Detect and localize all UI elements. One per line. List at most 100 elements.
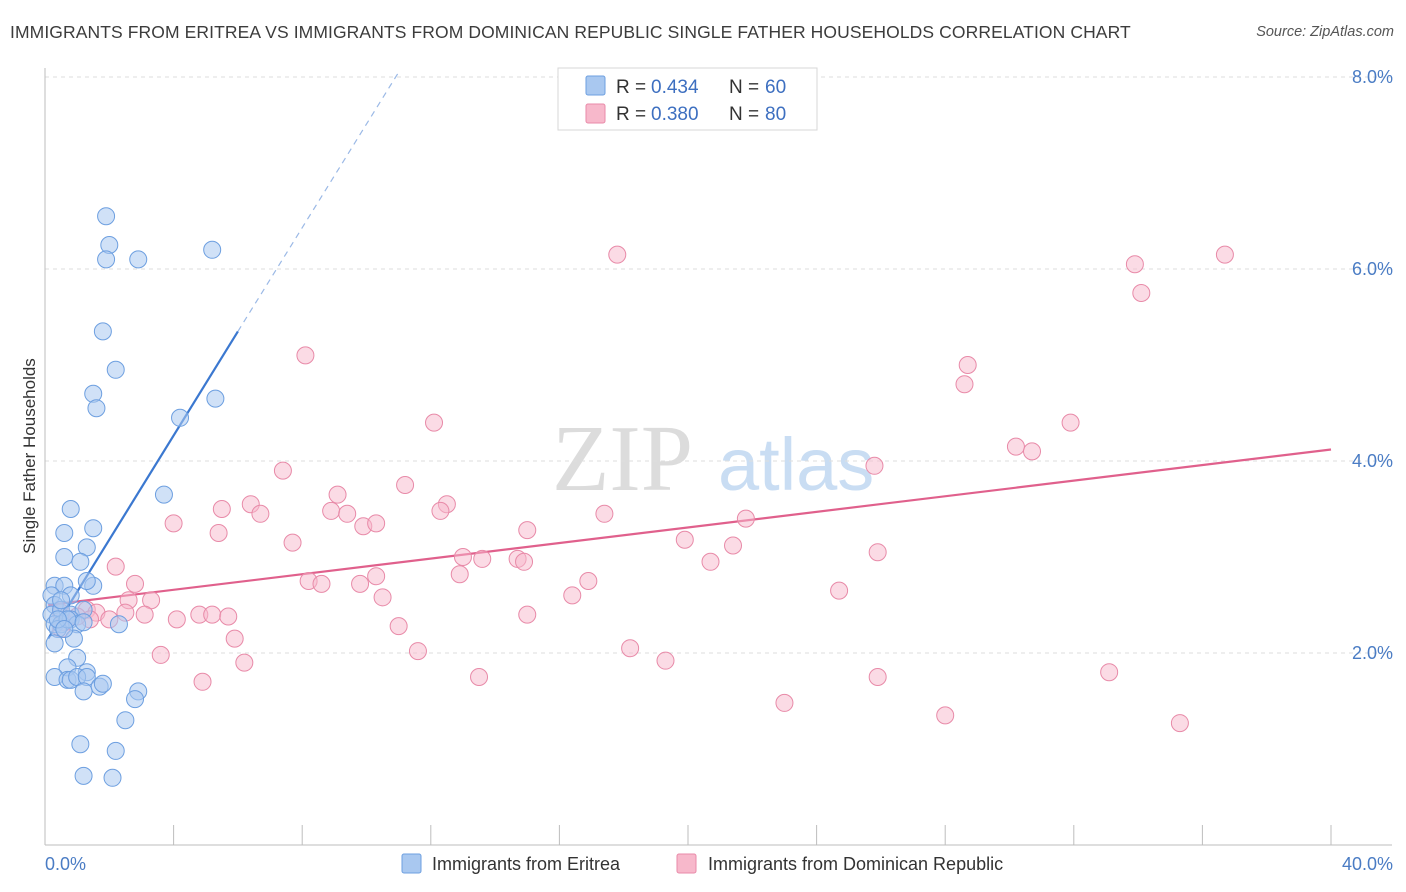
data-point-dominican (515, 552, 534, 571)
x-tick-label: 0.0% (45, 854, 86, 874)
data-point-dominican (958, 356, 977, 374)
data-point-dominican (621, 639, 640, 658)
data-point-dominican (1215, 245, 1234, 264)
data-point-eritrea (116, 711, 135, 730)
data-point-dominican (608, 245, 627, 264)
data-point-dominican (1061, 413, 1080, 432)
data-point-dominican (724, 536, 743, 555)
y-tick-label: 6.0% (1352, 259, 1393, 279)
data-point-dominican (865, 456, 884, 475)
watermark-atlas: atlas (718, 423, 874, 506)
data-point-eritrea (97, 207, 116, 226)
data-point-dominican (473, 549, 492, 568)
data-point-eritrea (129, 250, 148, 269)
data-point-dominican (283, 533, 302, 552)
bottom-legend-swatch-eritrea (401, 853, 422, 874)
data-point-dominican (212, 500, 231, 518)
data-point-dominican (595, 504, 614, 523)
data-point-eritrea (45, 634, 64, 653)
data-point-eritrea (71, 735, 90, 754)
data-point-dominican (431, 501, 450, 520)
data-point-eritrea (106, 360, 125, 379)
data-point-eritrea (87, 399, 106, 418)
data-point-dominican (830, 581, 849, 600)
y-axis-label: Single Father Households (20, 358, 39, 554)
data-point-dominican (656, 651, 675, 670)
data-point-dominican (367, 514, 386, 533)
data-point-dominican (579, 572, 598, 590)
data-point-dominican (868, 668, 887, 686)
trend-lines (47, 71, 1332, 640)
data-point-dominican (235, 653, 254, 672)
data-point-eritrea (154, 485, 173, 504)
data-point-eritrea (55, 620, 74, 638)
data-point-dominican (135, 605, 154, 624)
data-point-eritrea (55, 548, 74, 566)
data-point-eritrea (74, 682, 93, 701)
data-point-dominican (396, 476, 415, 494)
x-tick-label: 40.0% (1342, 854, 1393, 874)
data-point-dominican (736, 509, 755, 528)
data-point-eritrea (84, 519, 103, 538)
data-point-dominican (1170, 714, 1189, 733)
data-point-dominican (868, 543, 887, 562)
data-point-dominican (408, 642, 427, 661)
data-point-eritrea (203, 240, 222, 259)
data-point-dominican (167, 610, 186, 629)
legend-swatch-eritrea (585, 75, 606, 96)
legend-r-value-eritrea: 0.434 (651, 77, 699, 98)
data-point-dominican (1125, 255, 1144, 274)
data-point-eritrea (103, 768, 122, 787)
data-point-dominican (273, 461, 292, 480)
legend-n-label-eritrea: N = (729, 77, 759, 98)
data-point-eritrea (74, 766, 93, 785)
data-point-eritrea (206, 389, 225, 408)
data-point-eritrea (77, 572, 96, 590)
trend-line-eritrea (47, 330, 239, 640)
tick-labels: 2.0% 4.0% 6.0% 8.0% 0.0% 40.0% (45, 67, 1393, 874)
data-point-dominican (425, 413, 444, 432)
data-point-dominican (312, 574, 331, 593)
data-point-dominican (1006, 437, 1025, 456)
watermark-zip: ZIP (552, 407, 693, 511)
eritrea-points (42, 207, 225, 787)
bottom-legend-label-dominican: Immigrants from Dominican Republic (708, 854, 1003, 874)
data-point-dominican (193, 672, 212, 691)
legend-swatch-dominican (585, 103, 606, 124)
dominican-points (52, 245, 1234, 733)
data-point-dominican (563, 586, 582, 605)
data-point-eritrea (74, 613, 93, 632)
data-point-eritrea (93, 674, 112, 693)
axes (44, 68, 1392, 846)
trend-line-dominican (48, 448, 1332, 607)
data-point-dominican (351, 574, 370, 593)
data-point-dominican (955, 375, 974, 394)
bottom-legend-label-eritrea: Immigrants from Eritrea (432, 854, 621, 874)
data-point-dominican (775, 693, 794, 712)
data-point-eritrea (171, 408, 190, 427)
data-point-dominican (164, 514, 183, 533)
data-point-dominican (936, 706, 955, 725)
data-point-dominican (518, 521, 537, 540)
data-point-dominican (1100, 663, 1119, 682)
data-point-dominican (219, 607, 238, 626)
data-point-dominican (251, 504, 270, 523)
legend-r-label-dominican: R = (616, 104, 646, 125)
chart-title: IMMIGRANTS FROM ERITREA VS IMMIGRANTS FR… (10, 22, 1131, 42)
bottom-legend-swatch-dominican (676, 853, 697, 874)
data-point-dominican (389, 617, 408, 636)
data-point-eritrea (109, 615, 128, 634)
y-tick-label: 2.0% (1352, 643, 1393, 663)
legend-r-label-eritrea: R = (616, 77, 646, 98)
legend-n-label-dominican: N = (729, 104, 759, 125)
data-point-eritrea (126, 690, 145, 709)
data-point-eritrea (106, 741, 125, 760)
data-point-eritrea (93, 322, 112, 341)
data-point-dominican (373, 588, 392, 607)
bottom-legend: Immigrants from Eritrea Immigrants from … (401, 853, 1003, 874)
data-point-dominican (453, 548, 472, 566)
data-point-eritrea (52, 591, 71, 610)
data-point-dominican (675, 530, 694, 549)
data-point-dominican (209, 524, 228, 542)
